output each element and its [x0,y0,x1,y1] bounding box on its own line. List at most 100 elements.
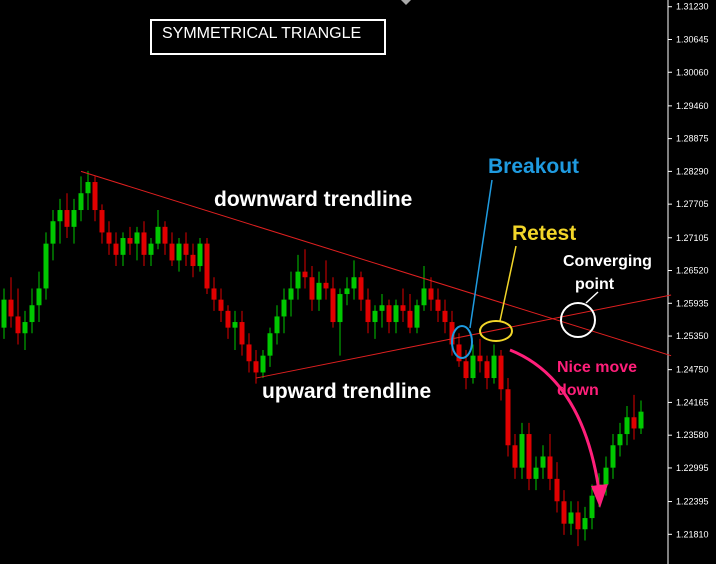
candle-body [288,288,294,300]
candle-body [547,456,553,479]
candle-body [561,501,567,524]
candle-body [498,355,504,390]
candle-body [295,271,301,289]
y-tick-label: 1.26520 [676,266,709,276]
annotations: downward trendline upward trendline Breako… [214,155,652,508]
candle-body [246,344,252,362]
candle-body [302,271,308,278]
upward-trendline-label: upward trendline [262,380,431,403]
candle-body [491,355,497,379]
y-tick-label: 1.29460 [676,101,709,111]
move-label-line2: down [557,382,599,399]
y-tick-label: 1.28875 [676,134,709,144]
y-tick-label: 1.24750 [676,365,709,375]
candle-body [120,238,126,255]
y-tick-label: 1.25935 [676,298,709,308]
candle-body [421,288,427,306]
y-tick-label: 1.21810 [676,529,709,539]
candle-body [113,243,119,255]
candle-body [512,445,518,468]
candle-body [463,361,469,379]
y-tick-label: 1.23580 [676,430,709,440]
candle-body [204,243,210,289]
retest-label: Retest [512,222,576,245]
y-tick-label: 1.25350 [676,331,709,341]
candle-body [470,355,476,379]
candle-body [50,221,56,244]
candle-body [484,361,490,379]
y-tick-label: 1.27705 [676,199,709,209]
candle-body [610,445,616,468]
converging-label-line2: point [575,276,615,293]
candle-body [603,467,609,485]
price-axis: 1.31230 1.30645 1.30060 1.29460 1.28875 1.282… [401,0,709,564]
candle-body [568,512,574,524]
candle-body [260,355,266,373]
candle-body [127,238,133,244]
downward-trendline [80,170,672,357]
candle-body [106,232,112,244]
candle-body [428,288,434,300]
candle-body [43,243,49,289]
candle-body [253,361,259,373]
candle-body [330,288,336,323]
candle-body [57,210,63,222]
retest-pointer [499,245,517,322]
upward-trendline [255,294,672,379]
candle-body [267,333,273,356]
candle-body [533,467,539,479]
candle-body [519,434,525,468]
trendlines [80,170,672,379]
candle-body [477,355,483,362]
candle-body [337,294,343,323]
candle-body [407,310,413,328]
downward-trendline-label: downward trendline [214,188,412,211]
y-tick-label: 1.30060 [676,67,709,77]
breakout-pointer [469,179,493,329]
candle-body [281,299,287,317]
y-tick-label: 1.31230 [676,2,709,12]
candle-body [617,434,623,446]
y-tick-label: 1.27105 [676,233,709,243]
candle-body [211,288,217,300]
chart-title: SYMMETRICAL TRIANGLE [150,19,386,55]
y-tick-label: 1.28290 [676,166,709,176]
candle-body [190,254,196,267]
move-down-arrow [509,348,602,499]
candle-body [183,243,189,255]
candle-body [169,243,175,261]
converging-point-marker [560,302,596,338]
candle-body [141,232,147,255]
candle-body [134,232,140,244]
candle-body [379,305,385,311]
candle-body [85,182,91,194]
candle-body [99,210,105,233]
candle-body [344,288,350,295]
candle-body [92,182,98,211]
candle-body [582,518,588,530]
candle-body [162,226,168,244]
candle-body [435,299,441,311]
candle-body [78,193,84,211]
top-marker-icon [401,0,411,5]
candle-body [71,210,77,227]
candle-body [15,316,21,334]
candle-body [386,305,392,323]
candle-body [372,310,378,323]
candle-body [323,282,329,289]
candle-body [218,299,224,311]
candle-body [365,299,371,323]
candle-body [624,417,630,435]
candle-body [414,305,420,328]
candle-body [456,344,462,362]
candle-body [589,495,595,519]
candle-body [36,288,42,306]
candle-body [274,316,280,334]
candle-body [64,210,70,227]
candle-body [505,389,511,446]
breakout-label: Breakout [488,155,579,178]
candle-body [225,310,231,328]
y-tick-label: 1.30645 [676,34,709,44]
